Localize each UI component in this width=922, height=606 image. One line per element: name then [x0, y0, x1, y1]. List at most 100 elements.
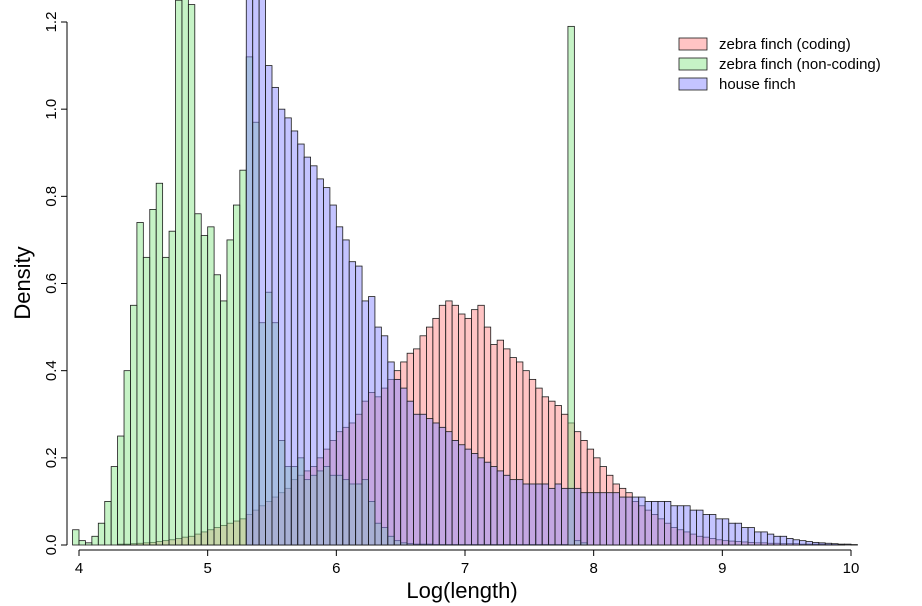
histogram-bar: [638, 496, 646, 546]
histogram-bar: [567, 25, 575, 546]
histogram-bar: [567, 487, 575, 546]
histogram-bar: [252, 0, 260, 546]
histogram-bar: [593, 492, 601, 546]
histogram-bar: [130, 304, 138, 546]
histogram-bar: [72, 529, 80, 546]
histogram-bar: [400, 387, 408, 546]
histogram-bar: [329, 204, 337, 546]
histogram-bar: [573, 487, 582, 546]
histogram-bar: [754, 531, 762, 546]
histogram-bar: [316, 178, 324, 546]
histogram-bar: [78, 540, 86, 546]
histogram-bar: [483, 461, 492, 546]
legend-label: zebra finch (coding): [719, 36, 851, 53]
histogram-bar: [258, 0, 266, 546]
histogram-bar: [535, 483, 543, 546]
histogram-bar: [458, 444, 466, 546]
x-axis-title: Log(length): [406, 578, 517, 603]
histogram-bar: [837, 543, 845, 546]
histogram-bar: [355, 265, 363, 546]
histogram-bar: [438, 426, 447, 546]
histogram-bar: [290, 130, 299, 546]
legend-item: house finch: [678, 76, 796, 93]
histogram-bar: [779, 535, 788, 546]
histogram-bar: [805, 541, 813, 546]
y-tick-label: 0.2: [43, 447, 60, 468]
x-tick-label: 7: [461, 560, 469, 577]
histogram-bar: [335, 226, 344, 546]
histogram-bar: [323, 187, 331, 546]
histogram-bar: [580, 492, 588, 546]
histogram-bar: [162, 256, 170, 546]
histogram-bar: [490, 466, 498, 546]
series-3-bars: [245, 0, 858, 546]
histogram-bar: [104, 501, 112, 546]
histogram-bar: [747, 527, 755, 546]
histogram-bar: [631, 496, 640, 546]
y-tick-label: 0.4: [43, 360, 60, 381]
histogram-bar: [715, 518, 723, 546]
histogram-bar: [824, 542, 833, 546]
x-tick-label: 8: [589, 560, 597, 577]
histogram-bar: [168, 230, 176, 546]
histogram-bar: [734, 522, 743, 546]
histogram-bar: [516, 479, 524, 546]
histogram-bar: [689, 509, 697, 546]
histogram-bar: [213, 274, 221, 546]
histogram-bar: [303, 156, 312, 546]
histogram-bar: [110, 466, 118, 546]
legend-item: zebra finch (non-coding): [678, 56, 881, 73]
histogram-bar: [721, 518, 730, 546]
histogram-bar: [232, 204, 241, 546]
y-tick-label: 0.6: [43, 273, 60, 294]
histogram-bar: [664, 501, 672, 546]
histogram-bar: [142, 256, 151, 546]
legend-swatch: [678, 77, 708, 91]
histogram-bar: [541, 483, 550, 546]
y-tick-label: 0.0: [43, 535, 60, 556]
histogram-bar: [625, 496, 633, 546]
histogram-bar: [136, 222, 144, 546]
histogram-bar: [792, 539, 800, 546]
histogram-bar: [451, 439, 459, 546]
histogram-bar: [496, 470, 505, 546]
histogram-bar: [387, 361, 395, 546]
histogram-bar: [670, 505, 678, 546]
histogram-bars: [72, 0, 858, 546]
histogram-bar: [181, 0, 189, 546]
histogram-bar: [786, 538, 794, 546]
legend-swatch: [678, 37, 708, 51]
histogram-bar: [348, 261, 357, 546]
histogram-bar: [799, 540, 807, 546]
histogram-bar: [561, 487, 569, 546]
histogram-bar: [220, 300, 228, 546]
y-tick-label: 1.2: [43, 12, 60, 33]
histogram-bar: [831, 543, 839, 546]
legend: zebra finch (coding) zebra finch (non-cod…: [678, 36, 881, 93]
histogram-bar: [425, 418, 434, 546]
x-tick-label: 10: [843, 560, 860, 577]
histogram-bar: [239, 169, 247, 546]
histogram-bar: [175, 0, 183, 546]
histogram-bar: [226, 239, 234, 546]
histogram-bar: [554, 483, 562, 546]
histogram-bar: [432, 422, 440, 546]
y-tick-label: 1.0: [43, 99, 60, 120]
histogram-bar: [844, 543, 852, 546]
x-tick-label: 4: [75, 560, 83, 577]
histogram-bar: [471, 453, 479, 546]
y-tick-label: 0.8: [43, 186, 60, 207]
legend-item: zebra finch (coding): [678, 36, 851, 53]
histogram-bar: [361, 300, 369, 546]
histogram-bar: [278, 108, 286, 546]
histogram-bar: [207, 226, 215, 546]
y-axis-title: Density: [10, 246, 35, 319]
histogram-bar: [419, 413, 427, 546]
x-axis-ticks: 4 5 6 7 8 9 10: [75, 550, 860, 577]
legend-label: zebra finch (non-coding): [719, 56, 881, 73]
histogram-bar: [766, 533, 775, 546]
histogram-bar: [85, 542, 93, 546]
histogram-bar: [696, 509, 704, 546]
histogram-bar: [709, 514, 717, 546]
histogram-bar: [310, 165, 318, 546]
